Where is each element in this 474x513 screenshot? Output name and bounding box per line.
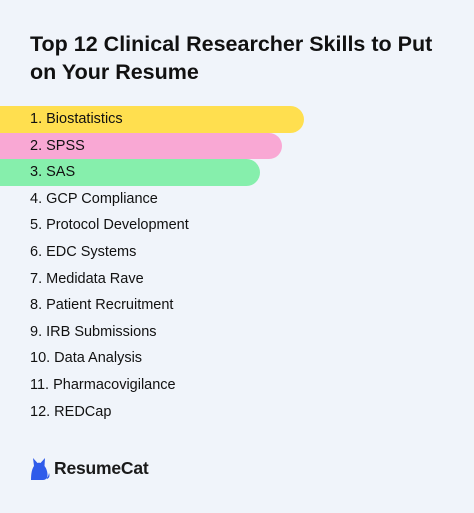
skill-item-biostatistics: 1. Biostatistics xyxy=(0,106,304,133)
brand-logo: ResumeCat xyxy=(28,454,149,482)
skill-item-sas: 3. SAS xyxy=(0,159,260,186)
skill-item-data-analysis: 10. Data Analysis xyxy=(30,350,143,367)
skill-item-edc-systems: 6. EDC Systems xyxy=(30,243,137,260)
skill-item-pharmacovigilance: 11. Pharmacovigilance xyxy=(30,376,176,393)
skill-item-redcap: 12. REDCap xyxy=(30,403,112,420)
brand-name: ResumeCat xyxy=(54,457,149,478)
skill-item-spss: 2. SPSS xyxy=(0,132,282,160)
skill-item-gcp-compliance: 4. GCP Compliance xyxy=(30,190,158,207)
skills-list: 1. Biostatistics 2. SPSS 3. SAS 4. GCP C… xyxy=(0,106,304,425)
skill-item-medidata-rave: 7. Medidata Rave xyxy=(30,270,144,287)
page-title: Top 12 Clinical Researcher Skills to Put… xyxy=(30,32,433,84)
skill-item-patient-recruitment: 8. Patient Recruitment xyxy=(30,297,174,314)
skill-item-irb-submissions: 9. IRB Submissions xyxy=(30,323,157,340)
skill-item-protocol-development: 5. Protocol Development xyxy=(30,217,189,234)
cat-icon xyxy=(31,458,50,480)
